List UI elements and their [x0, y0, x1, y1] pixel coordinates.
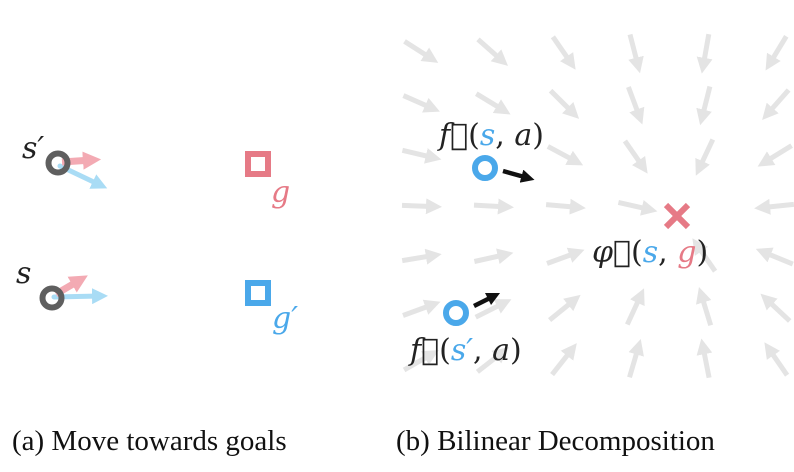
field-arrow-icon: [548, 88, 580, 119]
field-arrow-icon: [757, 143, 793, 167]
field-arrow-icon: [473, 198, 514, 215]
field-arrow-icon: [474, 299, 512, 320]
field-arrow-icon: [760, 293, 792, 323]
label-s: s: [16, 256, 31, 291]
vector-field: [401, 33, 794, 379]
field-arrow-icon: [626, 86, 645, 125]
field-arrow-icon: [401, 147, 442, 164]
field-arrow-icon: [695, 138, 716, 176]
field-arrow-icon: [545, 198, 586, 215]
square-goal-icon: [245, 151, 271, 177]
field-arrow-icon: [617, 199, 658, 216]
field-arrow-icon: [475, 347, 509, 374]
caption-b: (b) Bilinear Decomposition: [396, 425, 715, 457]
label-s-prime: s′: [22, 131, 44, 166]
circle-state-icon: [45, 150, 71, 176]
arrow-icon: [502, 168, 535, 183]
field-arrow-icon: [696, 85, 713, 126]
field-arrow-icon: [627, 33, 644, 74]
field-arrow-icon: [696, 33, 713, 74]
field-arrow-icon: [764, 342, 790, 377]
field-arrow-icon: [402, 93, 440, 113]
field-arrow-icon: [754, 198, 794, 215]
field-arrow-icon: [755, 247, 794, 267]
circle-state-icon: [443, 300, 469, 326]
field-arrow-icon: [762, 88, 791, 120]
field-arrow-icon: [473, 248, 514, 265]
circle-state-icon: [39, 285, 65, 311]
field-arrow-icon: [401, 198, 442, 215]
panel-b: f⃗(s, a) φ⃗(s, g) f⃗(s′, a) (b) Bilinear…: [396, 118, 715, 457]
panel-a: s′ s g g′ (a) Move towards goals: [12, 131, 298, 457]
field-arrow-icon: [550, 343, 577, 377]
square-goal-icon: [245, 280, 271, 306]
field-arrow-icon: [550, 35, 576, 70]
field-arrow-icon: [475, 91, 511, 115]
label-f-sprime-a: f⃗(s′, a): [408, 333, 522, 368]
field-arrow-icon: [546, 247, 585, 266]
circle-state-icon: [472, 155, 498, 181]
caption-a: (a) Move towards goals: [12, 425, 287, 457]
field-arrow-icon: [403, 39, 439, 63]
field-arrow-icon: [548, 294, 581, 323]
field-arrow-icon: [402, 299, 441, 318]
field-arrow-icon: [402, 350, 439, 373]
cross-target-icon: [663, 202, 691, 230]
label-f-s-a: f⃗(s, a): [437, 118, 544, 153]
field-arrow-icon: [622, 139, 648, 174]
field-arrow-icon: [696, 287, 714, 327]
field-arrow-icon: [627, 339, 644, 379]
field-arrow-icon: [692, 238, 718, 273]
field-arrow-icon: [401, 248, 442, 265]
field-arrow-icon: [696, 338, 713, 379]
field-arrow-icon: [476, 37, 508, 66]
field-arrow-icon: [625, 288, 645, 326]
label-g-prime: g′: [272, 301, 298, 336]
field-arrow-icon: [546, 144, 584, 166]
label-g: g: [271, 175, 290, 210]
field-arrow-icon: [765, 35, 789, 71]
arrow-icon: [472, 292, 501, 309]
label-phi-s-g: φ⃗(s, g): [592, 235, 708, 270]
